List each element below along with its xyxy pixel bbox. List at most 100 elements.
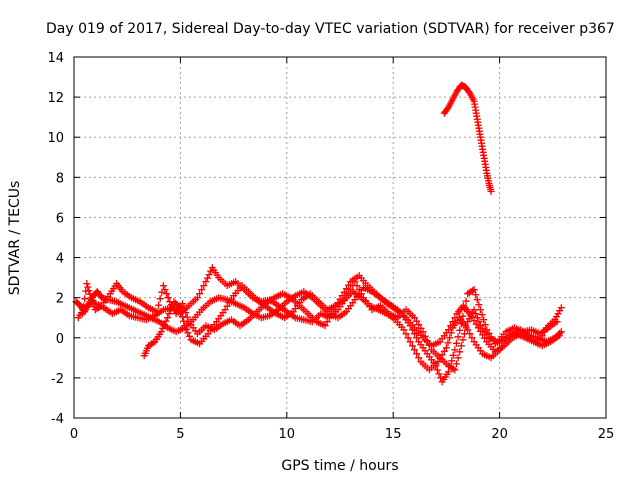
data-point-marker <box>84 283 92 291</box>
data-point-marker <box>193 294 201 302</box>
data-point-marker <box>448 357 456 365</box>
data-point-marker <box>453 360 460 368</box>
x-axis-label: GPS time / hours <box>281 458 398 474</box>
data-point-marker <box>205 271 213 279</box>
data-point-marker <box>85 287 93 295</box>
data-point-marker <box>476 306 484 314</box>
data-point-marker <box>467 312 475 320</box>
data-point-marker <box>462 297 470 305</box>
data-point-marker <box>204 274 211 282</box>
data-point-marker <box>470 306 478 314</box>
y-tick-label: 4 <box>56 252 64 267</box>
data-point-marker <box>340 288 348 296</box>
data-point-marker <box>400 326 408 334</box>
data-points <box>72 81 565 386</box>
data-point-marker <box>200 282 208 290</box>
series-track-b <box>79 272 565 386</box>
data-point-marker <box>406 322 414 330</box>
data-point-marker <box>421 332 429 340</box>
data-point-marker <box>159 324 167 332</box>
data-point-marker <box>173 301 181 309</box>
data-point-marker <box>345 290 352 298</box>
data-point-marker <box>446 334 454 342</box>
data-point-marker <box>176 304 184 312</box>
series-track-d <box>74 264 561 374</box>
data-point-marker <box>180 317 188 325</box>
data-point-marker <box>181 322 189 330</box>
data-point-marker <box>164 314 172 322</box>
data-point-marker <box>442 344 450 352</box>
data-point-marker <box>347 286 355 294</box>
data-point-marker <box>473 314 481 322</box>
data-point-marker <box>404 334 412 342</box>
data-point-marker <box>149 339 157 347</box>
x-tick-label: 0 <box>70 427 78 442</box>
data-point-marker <box>449 318 457 326</box>
data-point-marker <box>475 318 483 326</box>
y-tick-label: 0 <box>56 332 64 347</box>
data-point-marker <box>557 328 565 336</box>
data-point-marker <box>406 338 414 346</box>
data-point-marker <box>172 299 180 307</box>
data-point-marker <box>355 286 363 294</box>
data-point-marker <box>415 354 423 362</box>
y-tick-label: -2 <box>51 372 64 387</box>
data-point-marker <box>157 328 165 336</box>
data-point-marker <box>449 351 457 359</box>
axis-ticks: 0 5 10 15 20 25 -4 -2 0 2 4 6 8 10 12 14 <box>47 51 614 442</box>
data-point-marker <box>481 321 489 329</box>
data-point-marker <box>461 305 468 313</box>
data-point-marker <box>185 332 193 340</box>
data-point-marker <box>468 334 476 342</box>
data-point-marker <box>357 290 365 298</box>
data-point-marker <box>402 330 410 338</box>
data-point-marker <box>557 304 565 312</box>
data-point-marker <box>182 325 190 333</box>
data-point-marker <box>202 278 210 286</box>
data-point-marker <box>411 346 418 354</box>
y-axis-label: SDTVAR / TECUs <box>7 181 23 296</box>
data-point-marker <box>170 298 178 306</box>
data-point-marker <box>475 301 483 309</box>
series-track-e <box>440 81 495 195</box>
data-point-marker <box>555 332 563 340</box>
data-point-marker <box>553 318 561 326</box>
data-point-marker <box>161 286 169 294</box>
x-tick-label: 20 <box>491 427 508 442</box>
data-point-marker <box>419 328 427 336</box>
data-point-marker <box>423 337 431 345</box>
data-point-marker <box>554 310 562 318</box>
data-point-marker <box>408 342 416 350</box>
data-point-marker <box>472 291 480 299</box>
data-point-marker <box>437 374 444 382</box>
data-point-marker <box>353 282 361 290</box>
data-point-marker <box>159 282 167 290</box>
data-point-marker <box>447 329 455 337</box>
data-point-marker <box>198 286 206 294</box>
data-point-marker <box>184 329 192 337</box>
data-point-marker <box>196 290 204 298</box>
data-point-marker <box>207 267 215 275</box>
data-point-marker <box>456 348 464 356</box>
data-point-marker <box>451 366 459 374</box>
y-tick-label: 10 <box>47 131 64 146</box>
y-tick-label: 6 <box>56 211 64 226</box>
data-point-marker <box>413 334 421 342</box>
data-point-marker <box>342 294 350 302</box>
data-point-marker <box>461 330 468 338</box>
data-point-marker <box>465 315 473 323</box>
data-point-marker <box>156 295 164 303</box>
data-point-marker <box>175 302 183 310</box>
data-point-marker <box>456 326 464 334</box>
data-point-marker <box>478 311 486 319</box>
data-point-marker <box>459 336 467 344</box>
y-tick-label: 14 <box>47 51 64 66</box>
x-tick-label: 25 <box>598 427 615 442</box>
data-point-marker <box>445 368 452 376</box>
plot-frame <box>73 56 607 419</box>
data-point-marker <box>454 354 462 362</box>
data-point-marker <box>470 286 478 294</box>
data-point-marker <box>160 321 168 329</box>
data-point-marker <box>469 287 476 295</box>
